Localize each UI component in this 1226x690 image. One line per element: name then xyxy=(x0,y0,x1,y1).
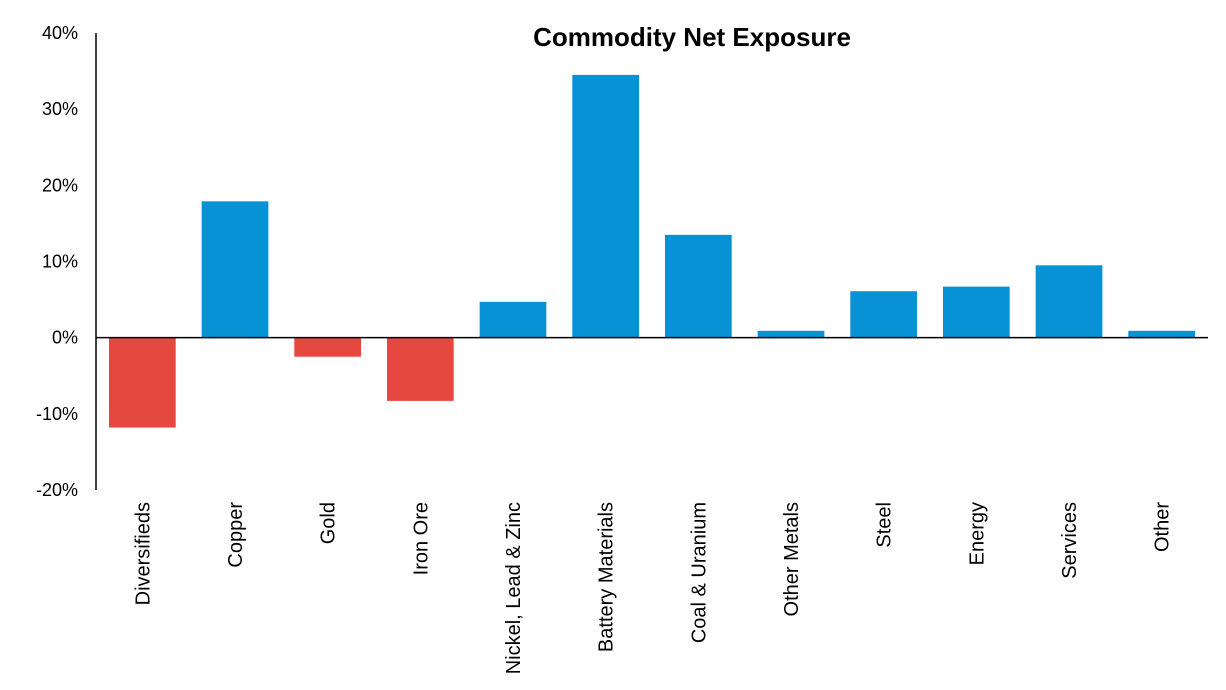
bar-diversifieds xyxy=(108,337,176,428)
bar-copper xyxy=(201,201,269,338)
x-tick-label: Other Metals xyxy=(781,502,803,616)
bar-iron-ore xyxy=(386,337,454,401)
bar-nickel-lead-zinc xyxy=(479,301,547,338)
bar-other xyxy=(1128,330,1196,338)
x-tick-label: Steel xyxy=(874,502,896,548)
x-tick-label: Services xyxy=(1059,502,1081,579)
x-tick-label: Energy xyxy=(966,502,988,565)
bar-energy xyxy=(942,286,1010,338)
x-tick-label: Nickel, Lead & Zinc xyxy=(503,502,525,674)
x-tick-label: Coal & Uranium xyxy=(688,502,710,643)
x-tick-label: Battery Materials xyxy=(596,502,618,652)
bars xyxy=(108,74,1196,428)
x-axis-labels: Diversifieds Copper Gold Iron Ore Nickel, Le… xyxy=(132,502,1173,675)
y-tick-label: 10% xyxy=(42,252,78,272)
x-tick-label: Copper xyxy=(225,502,247,568)
bar-gold xyxy=(294,337,362,357)
x-tick-label: Other xyxy=(1152,502,1174,552)
y-axis-ticks: -20% -10% 0% 10% 20% 30% 40% xyxy=(36,23,78,500)
x-tick-label: Iron Ore xyxy=(410,502,432,575)
y-tick-label: 0% xyxy=(52,328,78,348)
y-tick-label: -10% xyxy=(36,404,78,424)
y-tick-label: 20% xyxy=(42,175,78,195)
bar-other-metals xyxy=(757,330,825,338)
x-tick-label: Diversifieds xyxy=(132,502,154,605)
y-tick-label: 30% xyxy=(42,99,78,119)
bar-battery-materials xyxy=(572,74,640,338)
bar-coal-uranium xyxy=(664,234,732,338)
y-tick-label: 40% xyxy=(42,23,78,43)
x-tick-label: Gold xyxy=(318,502,340,544)
bar-services xyxy=(1035,265,1103,338)
chart-title: Commodity Net Exposure xyxy=(533,22,851,52)
y-tick-label: -20% xyxy=(36,480,78,500)
bar-steel xyxy=(850,291,918,338)
